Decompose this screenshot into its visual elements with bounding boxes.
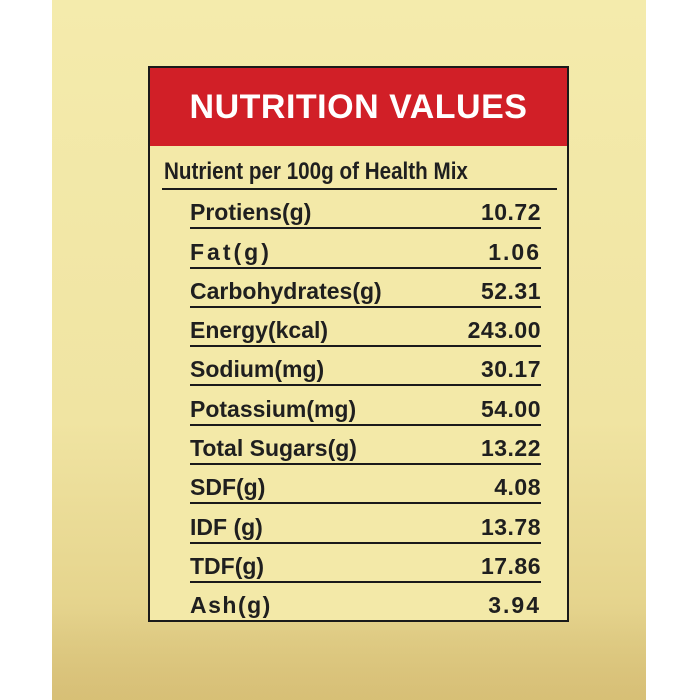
nutrient-value: 17.86 (480, 552, 541, 579)
nutrient-name: IDF (g) (190, 513, 263, 540)
nutrient-name: Fat(g) (190, 238, 272, 265)
nutrient-value: 54.00 (480, 395, 541, 422)
nutrient-row-total-sugars: Total Sugars(g) 13.22 (190, 426, 541, 466)
nutrient-row-energy: Energy(kcal) 243.00 (190, 308, 541, 348)
nutrient-value: 52.31 (480, 277, 541, 304)
nutrient-row-ash: Ash(g) 3.94 (190, 583, 541, 623)
nutrient-value: 243.00 (467, 317, 541, 344)
nutrient-name: Potassium(mg) (190, 395, 357, 422)
nutrient-value: 4.08 (494, 474, 541, 501)
nutrient-row-tdf: TDF(g) 17.86 (190, 544, 541, 583)
nutrition-title: NUTRITION VALUES (189, 87, 528, 126)
nutrient-row-sodium: Sodium(mg) 30.17 (190, 347, 541, 387)
nutrient-row-protein: Protiens(g) 10.72 (190, 190, 541, 230)
nutrient-row-potassium: Potassium(mg) 54.00 (190, 386, 541, 426)
nutrient-value: 1.06 (488, 238, 541, 265)
nutrient-name: Ash(g) (190, 592, 272, 619)
nutrient-name: Protiens(g) (190, 199, 312, 226)
nutrient-row-carbohydrates: Carbohydrates(g) 52.31 (190, 269, 541, 308)
nutrient-name: Energy(kcal) (190, 317, 329, 344)
nutrient-name: SDF(g) (190, 474, 266, 501)
nutrient-row-sdf: SDF(g) 4.08 (190, 465, 541, 505)
nutrient-name: Sodium(mg) (190, 356, 325, 383)
nutrient-value: 30.17 (480, 356, 541, 383)
nutrient-name: TDF(g) (190, 552, 265, 579)
nutrient-value: 10.72 (480, 199, 541, 226)
nutrient-value: 13.22 (480, 435, 541, 462)
nutrient-row-fat: Fat(g) 1.06 (190, 229, 541, 269)
nutrition-panel: NUTRITION VALUES Nutrient per 100g of He… (148, 66, 569, 623)
nutrient-name: Carbohydrates(g) (190, 277, 382, 304)
nutrient-name: Total Sugars(g) (190, 435, 357, 462)
subtitle-row: Nutrient per 100g of Health Mix (162, 150, 557, 190)
nutrient-value: 13.78 (480, 513, 541, 540)
nutrient-table: Protiens(g) 10.72 Fat(g) 1.06 Carbohydra… (190, 190, 541, 623)
nutrition-header: NUTRITION VALUES (150, 68, 567, 146)
nutrient-row-idf: IDF (g) 13.78 (190, 504, 541, 544)
nutrient-value: 3.94 (488, 592, 541, 619)
nutrition-subtitle: Nutrient per 100g of Health Mix (164, 158, 468, 185)
package-shadow (52, 610, 646, 700)
